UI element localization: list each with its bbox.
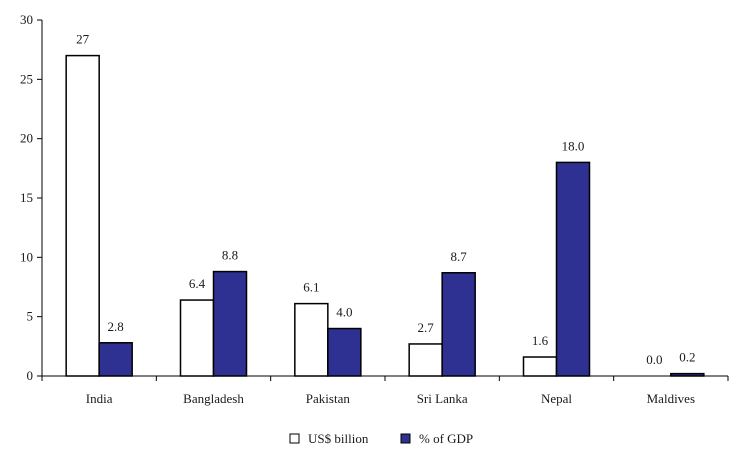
- x-tick-label-pakistan: Pakistan: [306, 391, 351, 406]
- bars: [65, 54, 705, 377]
- y-tick-label: 20: [20, 131, 33, 146]
- x-tick-label-india: India: [86, 391, 113, 406]
- legend-label-usd: US$ billion: [308, 431, 369, 446]
- data-label-usd-sri-lanka: 2.7: [418, 320, 435, 335]
- data-label-gdp-nepal: 18.0: [562, 138, 585, 153]
- bar-usd-sri-lanka: [408, 343, 443, 377]
- value-labels: 27 6.4 6.1 2.7 1.6 0.0 2.8 8.8 4.0 8.7 18.0 0.2: [76, 32, 695, 367]
- y-tick-label: 10: [20, 249, 33, 264]
- legend-label-gdp: % of GDP: [419, 431, 473, 446]
- x-tick-label-nepal: Nepal: [541, 391, 572, 406]
- data-label-gdp-sri-lanka: 8.7: [451, 249, 468, 264]
- bar-gdp-sri-lanka: [441, 272, 476, 377]
- data-label-usd-nepal: 1.6: [532, 333, 549, 348]
- bar-usd-bangladesh: [179, 299, 215, 377]
- data-label-usd-maldives: 0.0: [646, 352, 662, 367]
- data-label-gdp-pakistan: 4.0: [336, 305, 352, 320]
- y-tick-label: 0: [27, 368, 34, 383]
- y-tick-label: 15: [20, 190, 33, 205]
- y-tick-label: 5: [27, 309, 34, 324]
- bar-gdp-nepal: [555, 161, 591, 377]
- legend-swatch-gdp: [400, 433, 411, 444]
- data-label-usd-india: 27: [76, 32, 90, 47]
- y-tick-label: 25: [20, 71, 33, 86]
- x-tick-label-sri-lanka: Sri Lanka: [417, 391, 468, 406]
- data-label-usd-pakistan: 6.1: [303, 280, 319, 295]
- bar-gdp-pakistan: [327, 327, 362, 377]
- data-label-gdp-maldives: 0.2: [679, 350, 695, 365]
- bar-gdp-india: [98, 342, 133, 377]
- bar-usd-nepal: [522, 356, 558, 377]
- bar-usd-india: [65, 54, 100, 377]
- y-tick-label: 30: [20, 12, 33, 27]
- data-label-gdp-india: 2.8: [108, 319, 124, 334]
- bar-gdp-bangladesh: [212, 270, 248, 377]
- x-axis: India Bangladesh Pakistan Sri Lanka Nepal Mal…: [41, 375, 729, 406]
- data-label-gdp-bangladesh: 8.8: [222, 248, 238, 263]
- bar-gdp-maldives: [670, 372, 705, 377]
- x-tick-label-bangladesh: Bangladesh: [183, 391, 244, 406]
- data-label-usd-bangladesh: 6.4: [189, 276, 206, 291]
- x-tick-label-maldives: Maldives: [647, 391, 695, 406]
- bar-usd-pakistan: [294, 302, 329, 377]
- legend: US$ billion % of GDP: [289, 431, 473, 446]
- legend-swatch-usd: [289, 433, 300, 444]
- y-axis: 0 5 10 15 20 25 30: [20, 12, 43, 383]
